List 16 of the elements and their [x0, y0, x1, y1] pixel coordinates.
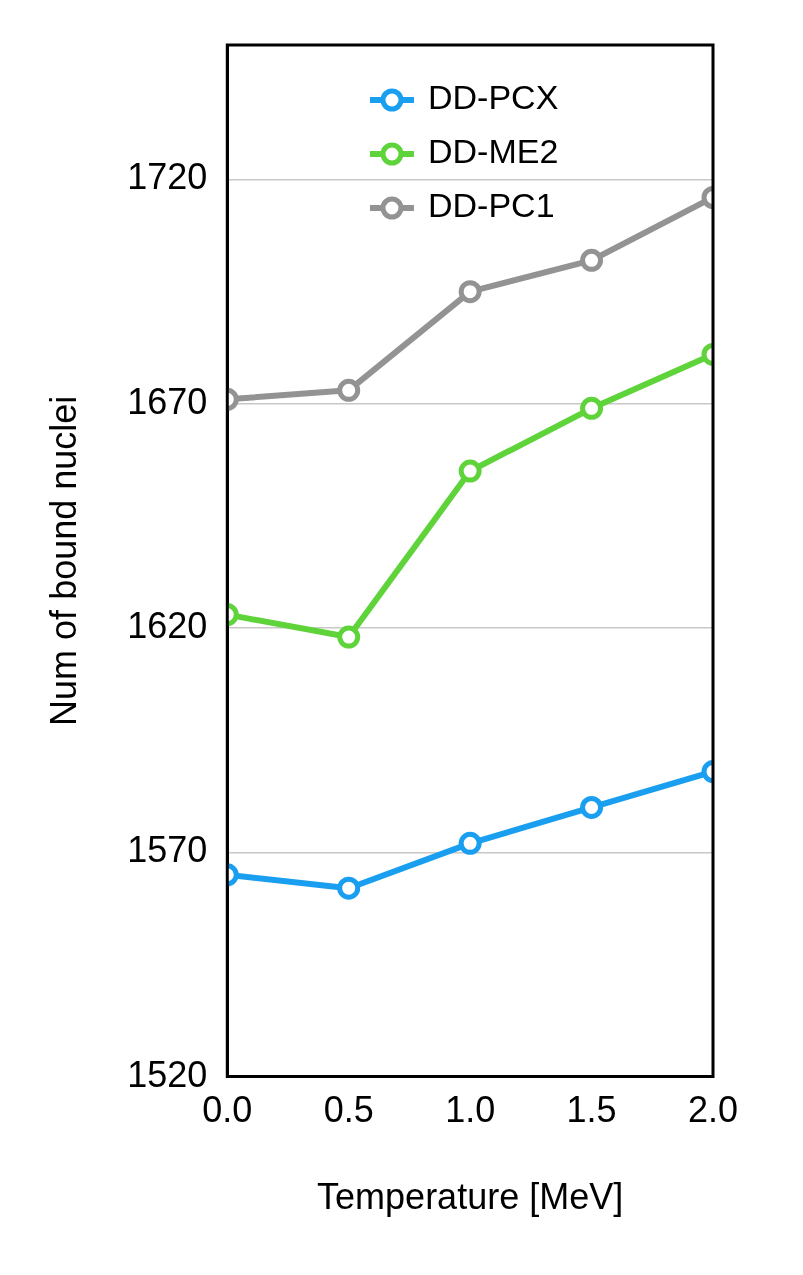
y-tick-label: 1620 [127, 605, 208, 646]
y-tick-label: 1720 [127, 156, 208, 198]
x-tick-label: 1.5 [566, 1089, 617, 1131]
legend-label: DD-PC1 [427, 186, 555, 225]
y-tick-label: 1670 [127, 380, 208, 422]
point [458, 280, 482, 304]
point [458, 831, 482, 855]
y-tick-label: 1570 [127, 829, 208, 871]
legend-label: DD-ME2 [427, 132, 559, 171]
y-axis-title: Num of bound nuclei [42, 395, 84, 726]
x-tick-label: 1.0 [445, 1089, 496, 1131]
legend-label: DD-PCX [427, 78, 559, 117]
point [458, 459, 482, 483]
x-axis-title: Temperature [MeV] [317, 1176, 624, 1218]
x-tick-label: 0.5 [323, 1089, 374, 1131]
x-tick-label: 2.0 [687, 1089, 739, 1131]
